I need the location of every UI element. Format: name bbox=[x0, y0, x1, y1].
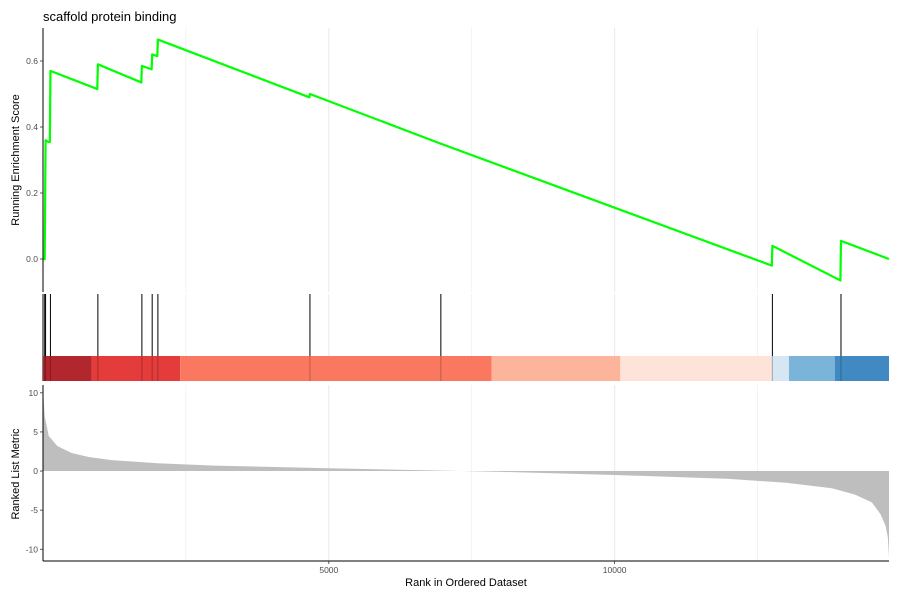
y-tick-label: 0 bbox=[33, 466, 38, 476]
x-axis: 5000 10000 bbox=[43, 560, 889, 575]
ranked-metric-panel: 10 5 0 -5 -10 5000 10000 Ranked List Metric R… bbox=[10, 385, 889, 589]
band-segment bbox=[620, 356, 772, 381]
chart-title: scaffold protein binding bbox=[43, 9, 176, 24]
rank-color-band bbox=[43, 356, 889, 381]
x-axis-label: Rank in Ordered Dataset bbox=[405, 577, 527, 589]
band-segment bbox=[771, 356, 789, 381]
ranked-metric-y-label: Ranked List Metric bbox=[10, 428, 22, 520]
y-tick-label: 0.2 bbox=[26, 188, 38, 198]
y-tick-label: 0.6 bbox=[26, 56, 38, 66]
x-tick-label: 5000 bbox=[319, 565, 338, 575]
color-band bbox=[43, 356, 889, 381]
band-segment bbox=[834, 356, 889, 381]
x-tick-label: 10000 bbox=[603, 565, 627, 575]
band-segment bbox=[788, 356, 835, 381]
running-score-grid bbox=[185, 28, 758, 292]
ranked-metric-area bbox=[43, 388, 889, 558]
y-tick-label: 10 bbox=[29, 388, 39, 398]
running-score-panel: 0.0 0.2 0.4 0.6 Running Enrichment Score bbox=[10, 28, 890, 292]
y-tick-label: 0.0 bbox=[26, 254, 38, 264]
y-tick-label: 0.4 bbox=[26, 122, 38, 132]
band-segment bbox=[43, 356, 92, 381]
band-segment bbox=[491, 356, 621, 381]
y-tick-label: 5 bbox=[33, 427, 38, 437]
running-score-y-label: Running Enrichment Score bbox=[10, 94, 22, 225]
y-tick-label: -10 bbox=[26, 544, 39, 554]
running-score-line bbox=[43, 38, 890, 282]
band-segment bbox=[180, 356, 492, 381]
band-segment bbox=[91, 356, 181, 381]
running-score-y-axis: 0.0 0.2 0.4 0.6 bbox=[26, 28, 44, 292]
ranked-metric-y-axis: 10 5 0 -5 -10 bbox=[26, 385, 44, 561]
y-tick-label: -5 bbox=[30, 505, 38, 515]
